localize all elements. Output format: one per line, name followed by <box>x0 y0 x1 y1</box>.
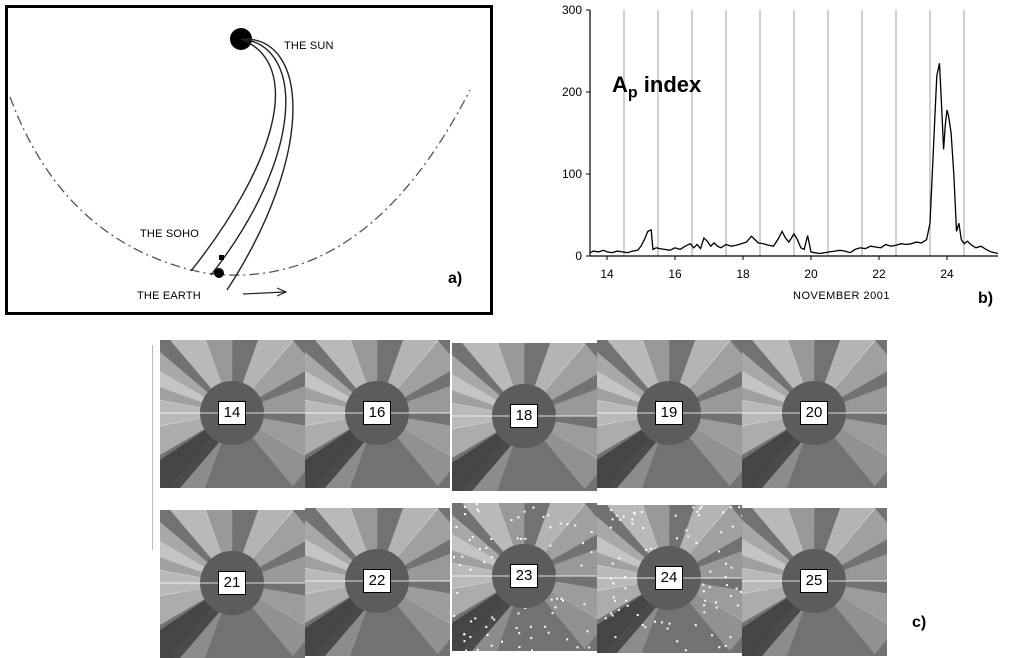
x-axis-label: NOVEMBER 2001 <box>793 290 890 302</box>
panel-c-left-rule <box>152 345 153 550</box>
y-tick-label: 100 <box>562 167 582 181</box>
day-label-23: 23 <box>510 564 538 588</box>
day-label-16: 16 <box>363 401 391 425</box>
coronagraph-image-21: 21 <box>160 510 305 658</box>
field-line-1 <box>190 38 277 272</box>
field-line-3 <box>226 38 294 291</box>
day-label-21: 21 <box>218 571 246 595</box>
coronagraph-image-23: 23 <box>452 503 597 651</box>
x-tick-label: 16 <box>668 267 682 281</box>
day-label-14: 14 <box>218 401 246 425</box>
y-tick-label: 200 <box>562 85 582 99</box>
coronagraph-image-20: 20 <box>742 340 887 488</box>
y-tick-label: 0 <box>575 249 582 263</box>
soho-label: THE SOHO <box>140 228 200 240</box>
coronagraph-image-24: 24 <box>597 505 742 653</box>
coronagraph-image-18: 18 <box>452 343 597 491</box>
day-label-18: 18 <box>510 404 538 428</box>
day-label-24: 24 <box>655 566 683 590</box>
coronagraph-image-25: 25 <box>742 508 887 656</box>
coronagraph-image-16: 16 <box>305 340 450 488</box>
x-tick-label: 24 <box>940 267 954 281</box>
x-tick-label: 20 <box>804 267 818 281</box>
chart-title: Ap index <box>612 72 702 102</box>
coronagraph-image-19: 19 <box>597 340 742 488</box>
earth-dot <box>214 268 224 278</box>
orbit-diagram-panel <box>5 5 493 315</box>
earth-orbit-arc <box>9 89 471 276</box>
day-label-22: 22 <box>363 569 391 593</box>
panel-b-label: b) <box>978 290 994 307</box>
y-tick-label: 300 <box>562 3 582 17</box>
earth-label: THE EARTH <box>137 290 201 302</box>
orbit-direction-arrow <box>242 291 286 295</box>
x-tick-label: 14 <box>600 267 614 281</box>
x-tick-label: 18 <box>736 267 750 281</box>
panel-a-label: a) <box>448 270 463 287</box>
coronagraph-image-14: 14 <box>160 340 305 488</box>
sun-label: THE SUN <box>284 40 334 52</box>
day-label-25: 25 <box>800 569 828 593</box>
ap-index-series-line <box>589 63 999 255</box>
coronagraph-image-22: 22 <box>305 508 450 656</box>
orbit-diagram <box>9 28 471 297</box>
field-line-2 <box>210 38 287 276</box>
panel-c-label: c) <box>912 614 927 631</box>
day-label-20: 20 <box>800 401 828 425</box>
ap-index-chart: 0 100 200 300 14 16 18 20 22 24 <box>562 3 999 281</box>
x-tick-label: 22 <box>872 267 886 281</box>
soho-marker <box>219 255 224 260</box>
day-label-19: 19 <box>655 401 683 425</box>
